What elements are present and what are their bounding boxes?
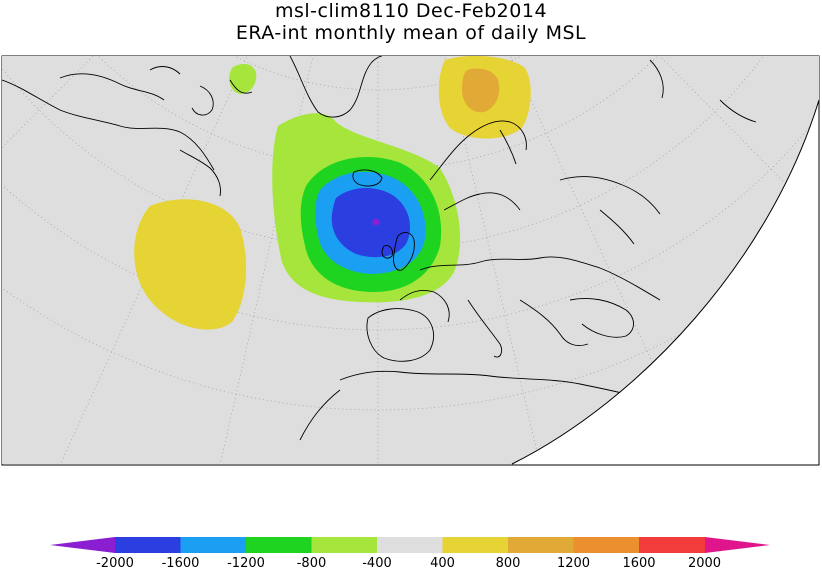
anomaly-minimum [372,218,380,226]
colorbar-tick-label: 2000 [688,556,721,569]
colorbar-tick-label: 1600 [622,556,655,569]
colorbar-tick-label: -1200 [227,556,265,569]
coastlines [2,56,757,441]
colorbar-bin [115,537,181,553]
negative-anomaly-greenland [229,63,257,94]
colorbar-tick-label: 800 [496,556,521,569]
colorbar-tick-label: -1600 [162,556,200,569]
colorbar-tick-label: -400 [362,556,392,569]
colorbar-bin [573,537,640,553]
colorbar-bin [311,537,378,553]
colorbar-bin [180,537,247,553]
colorbar-tick-label: -2000 [96,556,134,569]
colorbar-bin [639,537,705,553]
anomaly-map [1,55,820,466]
colorbar-above-triangle [705,537,770,553]
colorbar-bin [442,537,509,553]
colorbar: -2000 -1600 -1200 -800 -400 400 800 1200 1600 200… [50,537,770,569]
colorbar-tick-label: 1200 [557,556,590,569]
map-subtitle: ERA-int monthly mean of daily MSL [235,22,587,44]
positive-anomaly-atlantic [134,199,247,330]
colorbar-bin [508,537,574,553]
colorbar-bin [246,537,312,553]
colorbar-tick-label: 400 [430,556,455,569]
map-title: msl-clim8110 Dec-Feb2014 [274,0,548,22]
colorbar-below-triangle [50,537,115,553]
positive-anomaly-core [462,68,500,113]
anomaly-band-2000 [331,187,410,258]
colorbar-bin [377,537,443,553]
colorbar-tick-label: -800 [297,556,327,569]
projection-boundary [511,99,820,465]
